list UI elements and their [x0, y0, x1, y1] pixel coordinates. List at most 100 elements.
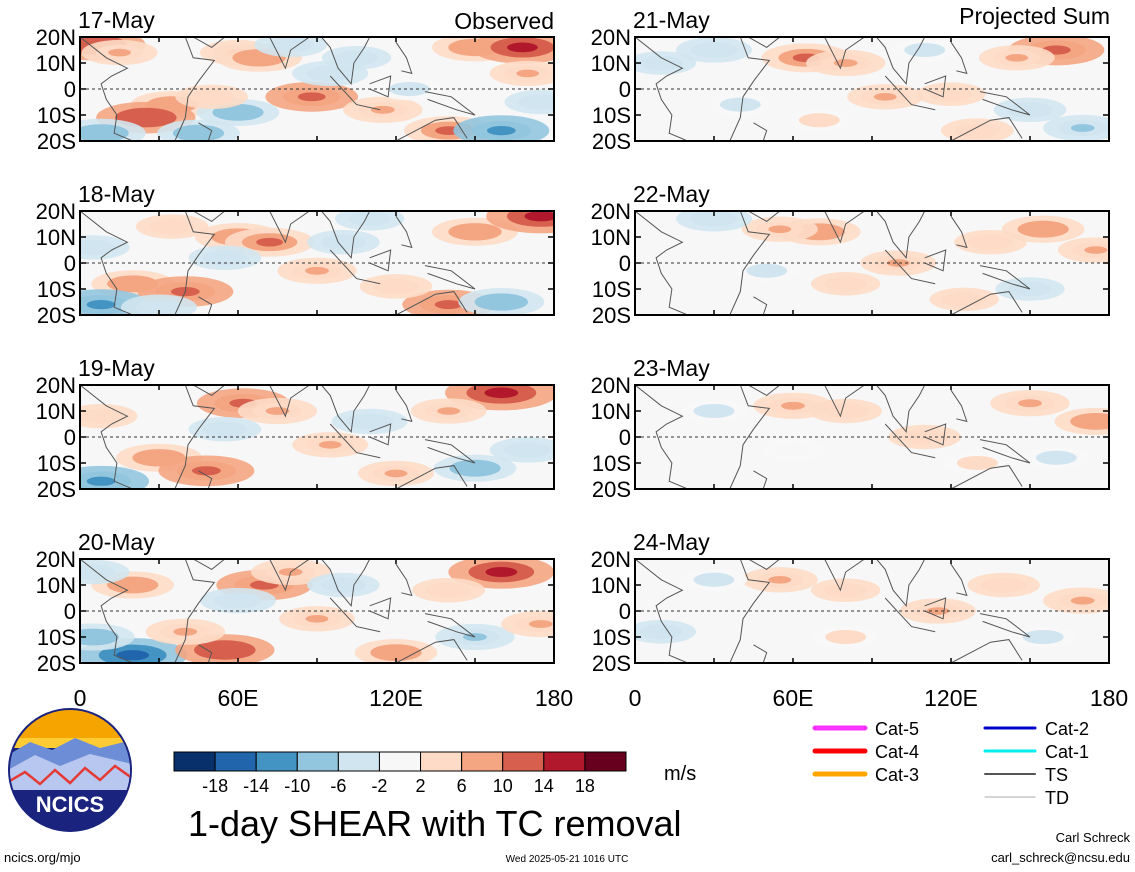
coastline: [395, 117, 468, 141]
shear-contour: [979, 238, 1002, 246]
shear-contour: [704, 576, 724, 584]
shear-contour: [1030, 225, 1056, 234]
shear-contour: [385, 282, 407, 291]
shear-contour: [992, 581, 1015, 589]
shear-contour: [399, 85, 420, 93]
coastline: [950, 389, 968, 423]
x-tick-label: 180: [535, 685, 573, 711]
coastline: [747, 37, 781, 49]
coastline: [198, 296, 213, 315]
coastline: [424, 91, 476, 116]
y-tick-label: 20N: [36, 25, 76, 50]
coastline: [979, 613, 1031, 638]
coastline: [924, 423, 947, 446]
coastline: [329, 597, 381, 633]
coastline: [924, 75, 947, 98]
coastline: [979, 265, 1031, 290]
panel-date-label: 17-May: [78, 7, 155, 33]
shear-contour: [161, 222, 184, 231]
coastline: [950, 117, 1023, 141]
shear-contour: [484, 387, 519, 399]
coastline: [395, 563, 413, 597]
coastline: [424, 613, 476, 638]
coastline: [753, 470, 768, 489]
x-tick-label: 120E: [369, 685, 423, 711]
panel-date-label: 22-May: [633, 181, 710, 207]
y-tick-label: 10N: [36, 51, 76, 76]
shear-contour: [768, 225, 792, 233]
track-legend: Cat-5 Cat-4 Cat-3 Cat-2 Cat-1 TS TD: [812, 719, 1089, 808]
coastline: [329, 75, 381, 111]
y-tick-label: 20S: [37, 477, 76, 502]
coastline: [635, 211, 688, 315]
shear-contour: [783, 446, 803, 454]
coastline: [747, 385, 781, 397]
colorbar-label: 2: [416, 776, 426, 796]
colorbar-label: 10: [493, 776, 513, 796]
coastline: [806, 385, 926, 433]
shear-contour: [704, 407, 724, 415]
x-axis-labels: 0 60E 120E 180 0 60E 120E 180: [74, 685, 1129, 711]
colorbar-label: -18: [202, 776, 228, 796]
shear-contour: [781, 401, 805, 410]
shear-contour: [192, 466, 221, 476]
shear-contour: [488, 297, 515, 307]
coastline: [979, 439, 1031, 464]
shear-contour: [702, 46, 726, 54]
shear-contour: [953, 295, 975, 303]
coastline: [251, 211, 371, 259]
coastline: [369, 597, 392, 620]
coastline: [174, 385, 216, 489]
shear-contour: [529, 98, 552, 106]
y-tick-label: 10S: [592, 103, 631, 128]
x-tick-label: 0: [74, 685, 87, 711]
coastline: [747, 559, 781, 571]
shear-contour: [200, 93, 223, 101]
coastline: [950, 41, 968, 75]
coastline: [80, 385, 133, 489]
y-tick-label: 0: [619, 599, 631, 624]
colorbar-label: -10: [284, 776, 310, 796]
shear-contour: [332, 238, 355, 246]
x-tick-label: 0: [629, 685, 642, 711]
coastline: [950, 563, 968, 597]
shear-contour: [768, 576, 792, 584]
coastline: [192, 211, 226, 223]
coastline: [950, 465, 1023, 489]
shear-contour: [1083, 417, 1109, 426]
coastline: [884, 249, 936, 285]
coastline: [729, 37, 771, 141]
coastline: [395, 215, 413, 249]
shear-contour: [914, 46, 935, 54]
y-tick-label: 10S: [37, 451, 76, 476]
shear-contour: [1084, 246, 1108, 254]
shear-contour: [1033, 633, 1054, 641]
shear-contour: [528, 620, 553, 628]
logo-text: NCICS: [36, 792, 104, 817]
shear-contour: [835, 633, 856, 641]
shear-contour: [80, 632, 106, 642]
shear-contour: [967, 459, 988, 467]
coastline: [884, 597, 936, 633]
coastline: [369, 75, 392, 98]
shear-contour: [213, 254, 236, 262]
colorbar-swatch: [584, 751, 627, 772]
shear-contour: [437, 407, 461, 415]
shear-contour: [82, 243, 105, 252]
shear-contour: [1005, 54, 1029, 62]
coastline: [192, 37, 226, 49]
shear-contour: [1046, 454, 1067, 462]
y-tick-label: 10S: [592, 277, 631, 302]
panel-date-label: 24-May: [633, 529, 710, 555]
y-tick-label: 0: [619, 251, 631, 276]
panel-date-label: 19-May: [78, 355, 155, 381]
y-tick-label: 10S: [37, 103, 76, 128]
shear-contour: [86, 476, 116, 486]
shear-contour: [305, 266, 329, 275]
colorbar-swatch: [255, 751, 298, 772]
colorbar-swatch: [378, 751, 422, 772]
y-tick-label: 0: [64, 251, 76, 276]
coastline: [884, 75, 936, 111]
